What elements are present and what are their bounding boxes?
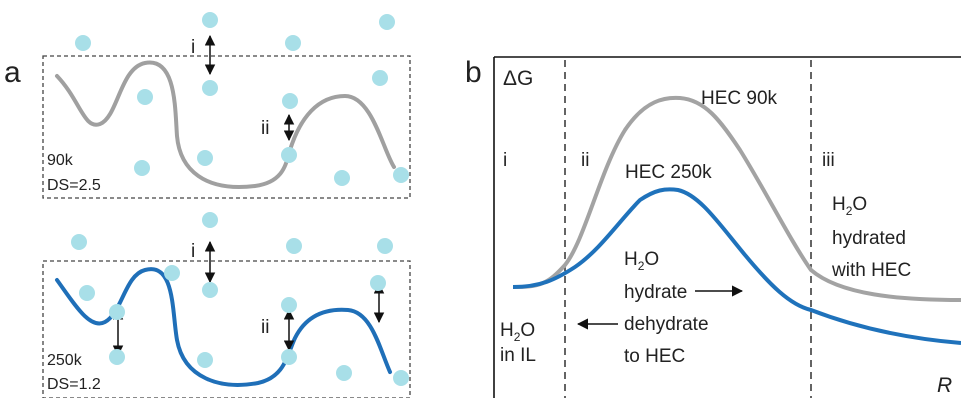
water-molecule bbox=[282, 93, 298, 109]
annotation-hydrated-formula: H2O bbox=[832, 194, 867, 218]
label-i: i bbox=[191, 241, 195, 262]
top-dashed-box bbox=[42, 55, 411, 199]
annotation-with-hec: with HEC bbox=[831, 260, 911, 281]
panel-a: a i ii 90k DS=2.5 i ii 250k DS=1.2 bbox=[4, 12, 411, 398]
water-molecule bbox=[197, 150, 213, 166]
annotation-hydrated: hydrated bbox=[832, 228, 906, 249]
water-molecule bbox=[202, 212, 218, 228]
water-molecule bbox=[286, 238, 302, 254]
water-molecule bbox=[79, 285, 95, 301]
annotation-water-formula: H2O bbox=[500, 320, 535, 344]
water-molecule bbox=[285, 35, 301, 51]
water-molecule bbox=[75, 35, 91, 51]
water-molecule bbox=[134, 160, 150, 176]
water-molecule bbox=[202, 12, 218, 28]
water-molecules bbox=[71, 12, 409, 386]
mw-label: 90k bbox=[47, 152, 74, 169]
water-molecule bbox=[109, 349, 125, 365]
annotation-in-il: in IL bbox=[500, 345, 536, 366]
panel-b-letter: b bbox=[465, 56, 482, 89]
annotation-to-hec: to HEC bbox=[624, 346, 685, 367]
annotation-hydrate-formula: H2O bbox=[624, 249, 659, 273]
label-ii: ii bbox=[261, 118, 269, 139]
water-molecule bbox=[379, 14, 395, 30]
annotation-hydrate: hydrate bbox=[624, 282, 687, 303]
curve-label-90k: HEC 90k bbox=[701, 88, 778, 109]
water-molecule bbox=[281, 349, 297, 365]
water-molecule bbox=[281, 147, 297, 163]
water-molecule bbox=[377, 238, 393, 254]
panel-a-bottom: i ii 250k DS=1.2 bbox=[42, 240, 411, 398]
ds-label: DS=2.5 bbox=[47, 177, 101, 194]
panel-a-top: i ii 90k DS=2.5 bbox=[42, 34, 411, 199]
label-ii: ii bbox=[261, 317, 269, 338]
water-molecule bbox=[164, 265, 180, 281]
water-molecule bbox=[336, 365, 352, 381]
water-molecule bbox=[393, 370, 409, 386]
panel-a-letter: a bbox=[4, 56, 21, 89]
water-molecule bbox=[109, 304, 125, 320]
region-label-i: i bbox=[503, 150, 507, 171]
water-molecule bbox=[202, 80, 218, 96]
water-molecule bbox=[202, 282, 218, 298]
curve-hec-90k bbox=[512, 95, 961, 302]
water-molecule bbox=[372, 70, 388, 86]
water-molecule bbox=[197, 352, 213, 368]
water-molecule bbox=[71, 234, 87, 250]
water-molecule bbox=[334, 170, 350, 186]
curve-hec-250k bbox=[512, 187, 961, 345]
mw-label: 250k bbox=[47, 352, 83, 369]
annotation-dehydrate: dehydrate bbox=[624, 314, 709, 335]
water-molecule bbox=[137, 89, 153, 105]
y-axis-label: ΔG bbox=[503, 67, 533, 90]
label-i: i bbox=[191, 37, 195, 58]
x-axis-label: R bbox=[937, 374, 952, 397]
bottom-dashed-box bbox=[42, 260, 411, 398]
region-label-iii: iii bbox=[822, 150, 835, 171]
water-molecule bbox=[393, 167, 409, 183]
polymer-chain-90k bbox=[55, 60, 396, 189]
curve-label-250k: HEC 250k bbox=[625, 162, 712, 183]
region-label-ii: ii bbox=[581, 150, 589, 171]
water-molecule bbox=[370, 275, 386, 291]
panel-b: b ΔG R i ii iii HEC 90k HEC 250k H2O in … bbox=[465, 56, 961, 398]
water-molecule bbox=[281, 297, 297, 313]
ds-label: DS=1.2 bbox=[47, 376, 101, 393]
